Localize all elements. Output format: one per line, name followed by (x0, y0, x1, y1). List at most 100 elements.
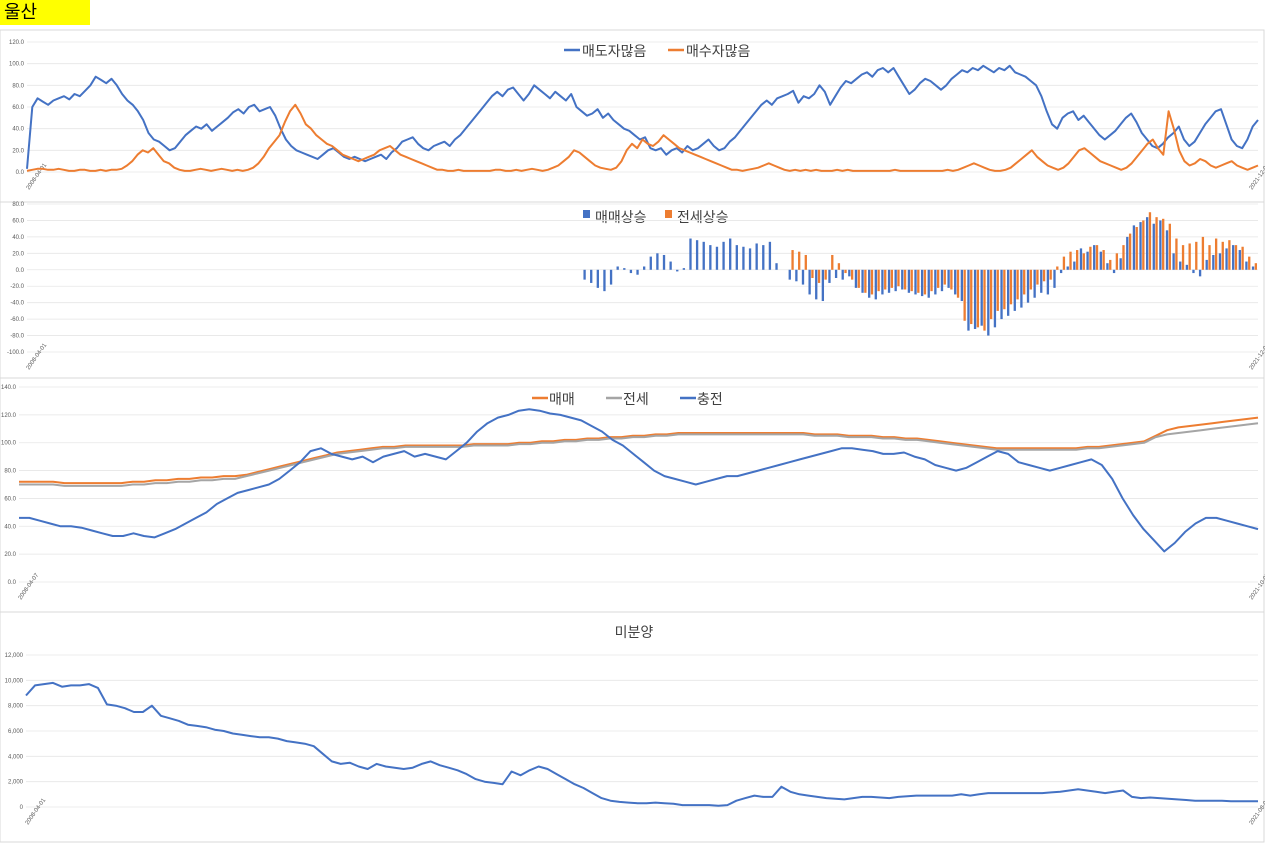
chart-2-bar (609, 269, 613, 285)
chart-2-bar (729, 238, 732, 270)
legend-3-label-jeonse: 전세 (623, 392, 649, 408)
chart-2-bar (841, 269, 844, 280)
chart-2-bar (1109, 259, 1112, 270)
chart-2-bar (1212, 254, 1215, 270)
chart-2-y-tick-label: -20.0 (10, 284, 24, 290)
chart-2-bar (857, 269, 860, 288)
chart-3-y-tick-label: 140.0 (1, 385, 17, 391)
chart-2-bar (1201, 236, 1205, 270)
chart-2-y-tick-label: 80.0 (12, 202, 24, 208)
chart-2-bar (844, 269, 847, 274)
chart-1-y-tick-label: 20.0 (12, 148, 24, 154)
chart-2-bar (715, 246, 719, 270)
chart-2-bar (963, 269, 966, 321)
chart-2-bar (643, 266, 646, 270)
chart-2-bar (1162, 218, 1165, 270)
chart-2-bar (1148, 212, 1152, 270)
chart-2-bar (837, 263, 841, 270)
chart-2-bar (629, 269, 633, 274)
chart-2-bar (1112, 269, 1116, 274)
chart-2-bar (1248, 256, 1251, 270)
chart-2-bar (636, 269, 639, 275)
chart-2-bar (1069, 251, 1072, 270)
chart-2-bar (1053, 269, 1056, 288)
chart-2-bar (676, 269, 679, 272)
chart-2-bar (1205, 259, 1208, 270)
chart-2-bar (917, 269, 920, 293)
chart-4-y-tick-label: 2,000 (8, 780, 24, 786)
chart-3-series-line (19, 422, 1259, 487)
chart-2-bar (1102, 250, 1105, 270)
chart-2-bar (1122, 245, 1125, 270)
chart-2-bar (943, 269, 946, 285)
legend-3-label-sale: 매매 (549, 392, 575, 408)
chart-3-y-tick-label: 100.0 (1, 441, 17, 447)
chart-2-bar (1142, 220, 1145, 270)
chart-2-bar (616, 266, 619, 270)
chart-2-bar (815, 269, 818, 300)
chart-2-bar (596, 269, 599, 288)
chart-2-bar (801, 269, 805, 285)
chart-2-bar (854, 269, 858, 288)
chart-2-bar (890, 269, 894, 288)
chart-2-bar (811, 269, 814, 278)
chart-2-bar (1195, 241, 1198, 270)
chart-3-x-tick-label: 2021-10-07 (1249, 572, 1265, 601)
chart-2-bar (1059, 269, 1063, 274)
chart-2-bar (656, 253, 659, 270)
chart-2-bar (722, 241, 725, 270)
chart-2-bar (590, 269, 593, 283)
chart-2-y-tick-label: 40.0 (12, 235, 24, 241)
chart-1-y-tick-label: 60.0 (12, 105, 24, 111)
legend-1-label-sell: 매도자많음 (582, 44, 647, 60)
chart-2-bar (967, 269, 970, 331)
chart-2-bar (950, 269, 953, 290)
chart-2-bar (1073, 261, 1076, 270)
chart-2-bar (735, 245, 738, 270)
legend-1-label-buy: 매수자많음 (686, 44, 751, 60)
chart-4-title: 미분양 (615, 625, 654, 641)
chart-2-bar (1208, 245, 1211, 270)
chart-2-bar (695, 240, 699, 270)
chart-2-bar (960, 269, 963, 302)
chart-2-bar (1188, 243, 1191, 270)
chart-2-bar (1023, 269, 1026, 295)
chart-2-bar (709, 245, 712, 270)
chart-2-bar (748, 248, 752, 270)
chart-4-y-tick-label: 0 (20, 805, 24, 811)
chart-2-bar (1026, 269, 1030, 303)
chart-2-bar (1036, 269, 1039, 285)
chart-2-bar (864, 269, 867, 293)
chart-2-bar (1198, 269, 1202, 277)
chart-2-bar (791, 250, 794, 270)
chart-4-y-tick-label: 6,000 (8, 729, 24, 735)
chart-2-bar (1192, 269, 1195, 274)
chart-2-bar (897, 269, 900, 287)
chart-2-bar (742, 246, 745, 270)
chart-2-bar (1119, 258, 1122, 270)
legend-3: 매매 전세 충전 (532, 392, 723, 408)
chart-2-bar (903, 269, 907, 290)
chart-2-bar (1040, 269, 1043, 293)
chart-2-bar (1016, 269, 1019, 300)
chart-2-bar (1046, 269, 1050, 295)
chart-2-bar (1128, 233, 1132, 270)
chart-2-bar (824, 269, 827, 280)
chart-3-y-tick-label: 120.0 (1, 413, 17, 419)
chart-3-series-line (19, 408, 1259, 553)
chart-2-bar (884, 269, 887, 290)
chart-2-bar (1181, 245, 1185, 270)
chart-2-bar (1155, 217, 1158, 270)
chart-2-bar (920, 269, 924, 297)
chart-2-bar (1145, 217, 1149, 270)
chart-1-y-tick-label: 100.0 (9, 62, 25, 68)
chart-2-bar (1139, 222, 1142, 270)
chart-2-bar (834, 269, 838, 278)
chart-2-bar (881, 269, 884, 295)
chart-2-bar (1066, 266, 1069, 270)
chart-2-bar (996, 269, 999, 311)
chart-2-bar (1115, 253, 1119, 270)
chart-2-bar (795, 269, 798, 282)
legend-2-swatch-sale (583, 210, 590, 218)
